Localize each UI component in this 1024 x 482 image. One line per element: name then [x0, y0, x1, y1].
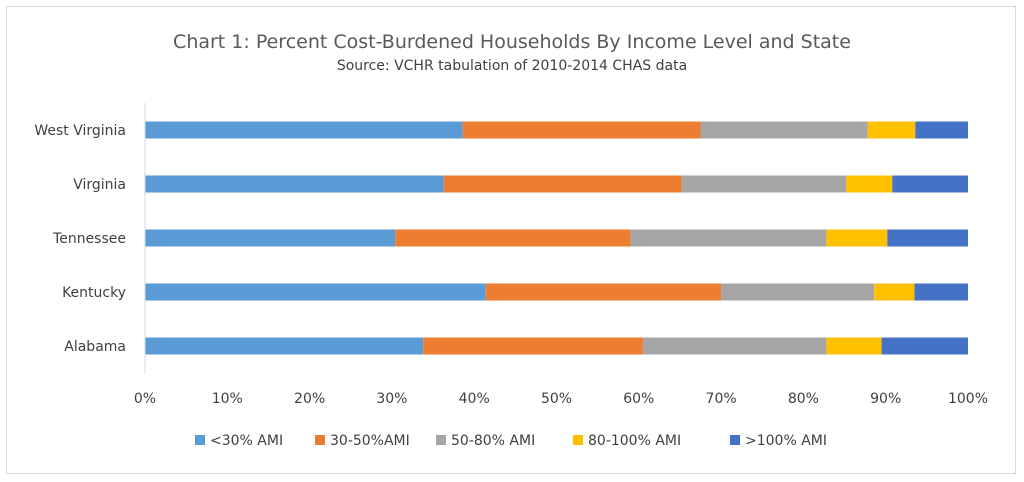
chart-subtitle: Source: VCHR tabulation of 2010-2014 CHA…: [337, 58, 687, 74]
bar-virginia-series-3: [681, 175, 847, 193]
bar-kentucky-series-1: [145, 283, 486, 301]
x-axis: 0% 10% 20% 30% 40% 50% 60% 70% 80% 90% 100%: [134, 103, 988, 407]
bar-kentucky-series-4: [874, 283, 915, 301]
bar-alabama-series-5: [881, 337, 968, 355]
bar-west-virginia-series-3: [700, 121, 868, 139]
x-tick-label: 40%: [459, 391, 490, 407]
bar-tennessee-series-3: [630, 229, 827, 247]
x-tick-label: 0%: [134, 391, 156, 407]
x-tick-label: 100%: [948, 391, 988, 407]
bar-west-virginia-series-2: [462, 121, 701, 139]
bar-virginia-series-4: [846, 175, 893, 193]
legend-swatch-5: [730, 435, 740, 445]
x-tick-label: 20%: [294, 391, 325, 407]
bar-west-virginia-series-5: [915, 121, 968, 139]
bar-tennessee-series-4: [826, 229, 888, 247]
category-label: Alabama: [64, 339, 126, 355]
x-tick-label: 70%: [706, 391, 737, 407]
category-label: Virginia: [73, 177, 126, 193]
legend-swatch-2: [315, 435, 325, 445]
bar-west-virginia-series-1: [145, 121, 463, 139]
legend-label: 30-50%AMI: [330, 433, 410, 449]
bar-kentucky-series-5: [914, 283, 968, 301]
legend-swatch-1: [195, 435, 205, 445]
x-tick-label: 30%: [376, 391, 407, 407]
bar-alabama-series-1: [145, 337, 424, 355]
bar-west-virginia-series-4: [867, 121, 916, 139]
x-tick-label: 50%: [541, 391, 572, 407]
bar-virginia-series-2: [443, 175, 682, 193]
bar-kentucky-series-3: [721, 283, 875, 301]
x-tick-label: 60%: [623, 391, 654, 407]
bars-group: [145, 121, 968, 355]
legend-swatch-3: [436, 435, 446, 445]
bar-tennessee-series-1: [145, 229, 396, 247]
category-label: Kentucky: [62, 285, 126, 301]
bar-alabama-series-4: [826, 337, 882, 355]
x-tick-label: 90%: [870, 391, 901, 407]
legend-swatch-4: [573, 435, 583, 445]
bar-tennessee-series-2: [395, 229, 631, 247]
legend-label: <30% AMI: [210, 433, 283, 449]
bar-virginia-series-5: [892, 175, 968, 193]
x-tick-label: 10%: [212, 391, 243, 407]
legend-label: 50-80% AMI: [451, 433, 535, 449]
category-label: Tennessee: [52, 231, 126, 247]
category-label: West Virginia: [34, 123, 126, 139]
legend: <30% AMI 30-50%AMI 50-80% AMI 80-100% AMI >1…: [195, 433, 827, 449]
bar-alabama-series-3: [642, 337, 827, 355]
legend-label: >100% AMI: [745, 433, 827, 449]
legend-label: 80-100% AMI: [588, 433, 681, 449]
x-tick-label: 80%: [788, 391, 819, 407]
chart-title: Chart 1: Percent Cost-Burdened Household…: [173, 31, 851, 53]
bar-alabama-series-2: [423, 337, 643, 355]
category-labels: West Virginia Virginia Tennessee Kentucky Al…: [34, 123, 126, 355]
bar-kentucky-series-2: [485, 283, 722, 301]
bar-tennessee-series-5: [887, 229, 968, 247]
bar-virginia-series-1: [145, 175, 444, 193]
